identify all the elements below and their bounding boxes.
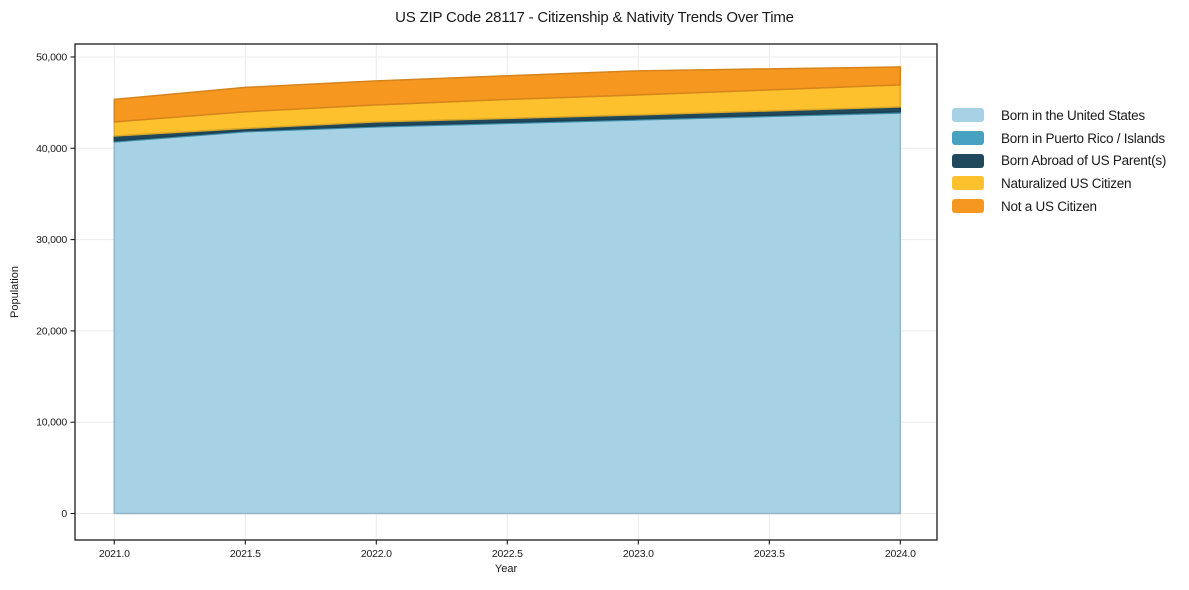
area-born-in-the-united-states	[113, 112, 902, 515]
legend-swatch-icon	[952, 199, 984, 214]
y-tick-label: 10,000	[36, 417, 67, 429]
area-not-a-us-citizen	[113, 66, 902, 123]
x-tick-label: 2023.0	[623, 548, 654, 560]
legend-item-not-a-us-citizen: Not a US Citizen	[952, 195, 1166, 218]
legend-swatch-icon	[952, 153, 984, 168]
legend: Born in the United States Born in Puerto …	[952, 104, 1166, 217]
legend-item-born-abroad-of-us-parent-s: Born Abroad of US Parent(s)	[952, 149, 1166, 172]
legend-item-naturalized-us-citizen: Naturalized US Citizen	[952, 172, 1166, 195]
axes-spine	[74, 43, 938, 541]
x-tick-label: 2021.0	[99, 548, 130, 560]
legend-swatch-icon	[952, 176, 984, 191]
x-tick-label: 2021.5	[230, 548, 261, 560]
y-tick-label: 50,000	[36, 51, 67, 63]
x-tick-label: 2022.0	[361, 548, 392, 560]
chart-title: US ZIP Code 28117 - Citizenship & Nativi…	[395, 9, 794, 26]
y-tick-label: 0	[61, 508, 67, 520]
x-tick-label: 2024.0	[885, 548, 916, 560]
legend-swatch-icon	[952, 108, 984, 123]
legend-label: Born in the United States	[1001, 107, 1145, 123]
x-tick-label: 2023.5	[754, 548, 785, 560]
legend-label: Born Abroad of US Parent(s)	[1001, 153, 1167, 169]
x-tick-label: 2022.5	[492, 548, 523, 560]
legend-label: Naturalized US Citizen	[1001, 175, 1132, 191]
legend-label: Born in Puerto Rico / Islands	[1001, 130, 1165, 146]
y-tick-label: 20,000	[36, 325, 67, 337]
legend-swatch-icon	[952, 131, 984, 146]
legend-label: Not a US Citizen	[1001, 198, 1097, 214]
x-axis-label: Year	[494, 563, 518, 575]
y-tick-label: 40,000	[36, 143, 67, 155]
legend-item-born-in-puerto-rico-islands: Born in Puerto Rico / Islands	[952, 127, 1166, 150]
y-tick-label: 30,000	[36, 234, 67, 246]
legend-item-born-in-the-united-states: Born in the United States	[952, 104, 1166, 127]
